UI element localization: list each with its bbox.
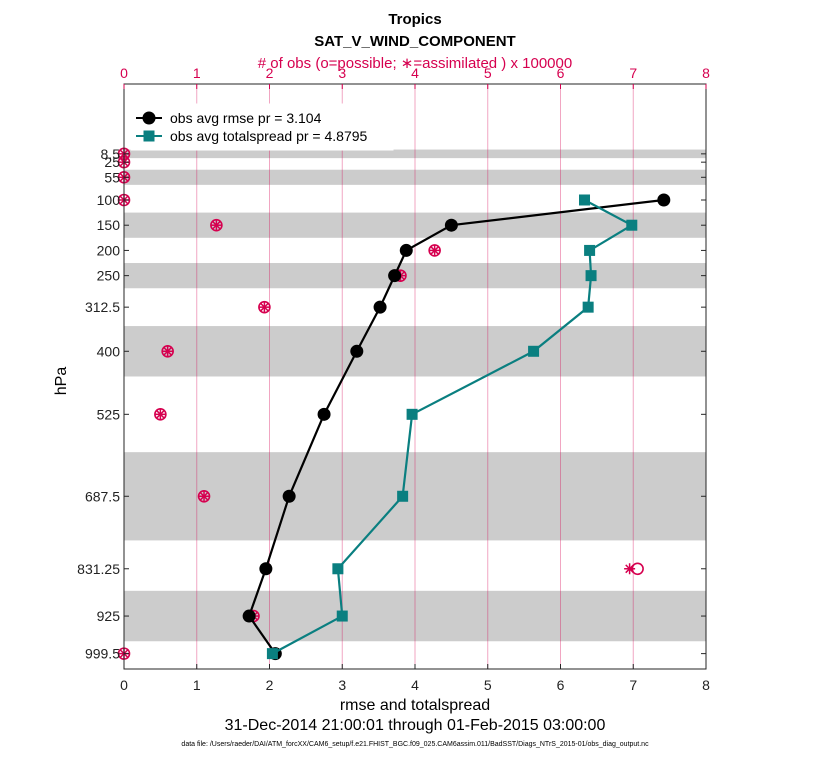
series-1-point-2 [584,244,596,256]
shaded-band-0 [124,149,706,159]
x-tick-label-6: 6 [557,677,565,693]
y-tick-label-6: 250 [97,268,121,284]
chart-subtitle: SAT_V_WIND_COMPONENT [314,33,515,50]
obs-assimilated-stroke-9-3 [155,409,165,419]
series-1-point-1 [626,219,638,231]
x-tick-label-7: 7 [629,677,637,693]
top-tick-label-2: 2 [266,65,274,81]
legend: obs avg rmse pr = 3.104 obs avg totalspr… [130,103,394,151]
x-tick-label-5: 5 [484,677,492,693]
shaded-bands [124,149,706,642]
top-tick-label-5: 5 [484,65,492,81]
obs-assimilated-marker-4 [210,219,222,231]
x-tick-label-3: 3 [338,677,346,693]
top-tick-label-7: 7 [629,65,637,81]
y-tick-label-5: 200 [97,242,121,258]
x-tick-label-0: 0 [120,677,128,693]
obs-assimilated-stroke-4-3 [211,220,221,230]
obs-assimilated-marker-11 [624,563,636,575]
obs-assimilated-stroke-8-3 [163,346,173,356]
series-1-point-4 [582,301,594,313]
series-0-point-2 [399,243,413,257]
top-axis-grid [196,84,634,669]
series-1-point-5 [528,345,540,357]
x-ticks: 0 1 2 3 4 5 6 7 8 [120,664,710,693]
legend-label-rmse: obs avg rmse pr = 3.104 [170,110,322,126]
x-tick-label-8: 8 [702,677,710,693]
series-1-point-7 [397,490,409,502]
series-1-point-10 [266,648,278,660]
obs-assimilated-marker-7 [258,301,270,313]
y-tick-label-2: 55 [104,169,120,185]
series-0-point-1 [444,218,458,232]
series-0-point-6 [317,407,331,421]
y-tick-label-8: 400 [97,343,121,359]
series-layer [242,193,671,661]
series-0-point-7 [282,489,296,503]
obs-assimilated-marker-9 [154,408,166,420]
series-0-point-0 [657,193,671,207]
y-tick-label-13: 999.5 [85,646,120,662]
obs-assimilated-stroke-5-3 [430,246,440,255]
shaded-band-6 [124,590,706,642]
y-tick-label-1: 25 [104,154,120,170]
series-1-point-3 [585,270,597,282]
top-axis-label: # of obs (o=possible; ∗=assimilated ) x … [258,55,572,72]
top-tick-label-1: 1 [193,65,201,81]
y-tick-label-3: 100 [97,192,121,208]
obs-assimilated-stroke-10-3 [199,491,209,501]
shaded-band-1 [124,169,706,185]
obs-assimilated-stroke-7-3 [259,302,269,312]
data-file-note: data file: /Users/raeder/DAI/ATM_forcXX/… [181,741,649,748]
y-tick-label-4: 150 [97,217,121,233]
top-tick-label-4: 4 [411,65,419,81]
x-axis-label: rmse and totalspread [340,697,490,714]
series-1-point-0 [579,194,591,206]
y-tick-label-7: 312.5 [85,299,120,315]
legend-label-spread: obs avg totalspread pr = 4.8795 [170,128,368,144]
series-0-point-3 [388,269,402,283]
y-axis-label: hPa [53,367,70,396]
top-tick-label-0: 0 [120,65,128,81]
chart-title: Tropics [388,11,441,28]
series-1-point-8 [332,563,344,575]
legend-box [130,103,394,151]
top-tick-label-6: 6 [557,65,565,81]
series-0-point-5 [350,344,364,358]
x-tick-label-1: 1 [193,677,201,693]
y-tick-label-12: 925 [97,608,121,624]
date-range: 31-Dec-2014 21:00:01 through 01-Feb-2015… [225,717,606,734]
shaded-band-4 [124,326,706,377]
obs-assimilated-stroke-11-3 [625,564,635,574]
series-1-point-9 [336,610,348,622]
x-tick-label-4: 4 [411,677,419,693]
obs-assimilated-marker-10 [198,490,210,502]
series-0-point-9 [242,609,256,623]
y-tick-label-9: 525 [97,406,121,422]
obs-assimilated-marker-8 [162,345,174,357]
x-tick-label-2: 2 [266,677,274,693]
shaded-band-3 [124,263,706,289]
top-tick-label-3: 3 [338,65,346,81]
top-ticks: 0 1 2 3 4 5 6 7 8 [120,65,710,89]
y-tick-label-11: 831.25 [77,561,120,577]
series-0-point-8 [259,562,273,576]
y-tick-label-10: 687.5 [85,488,120,504]
legend-marker-spread [143,130,155,142]
top-tick-label-8: 8 [702,65,710,81]
shaded-band-5 [124,452,706,541]
series-1-point-6 [406,408,418,420]
legend-marker-rmse [142,111,156,125]
y-tick-label-0: 8.5 [101,146,121,162]
obs-assimilated-marker-5 [429,244,441,256]
series-0-point-4 [373,300,387,314]
